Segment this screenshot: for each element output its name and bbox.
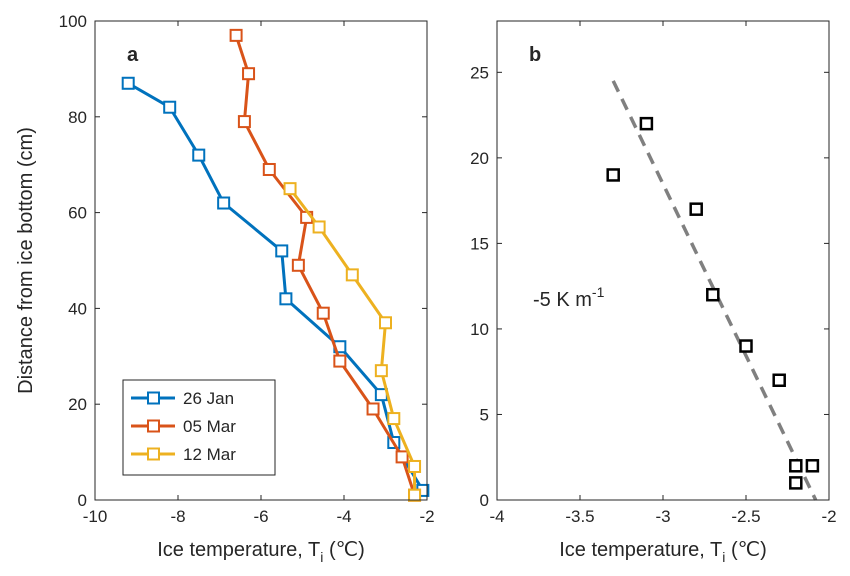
panel-a-x-axis-label: Ice temperature, Ti (℃) <box>157 539 365 565</box>
panel-b-label: b <box>529 44 541 66</box>
panel-a-y-axis-label: Distance from ice bottom (cm) <box>15 127 37 394</box>
x-tick-label: -10 <box>83 507 108 526</box>
data-point-05-mar <box>237 115 251 129</box>
x-tick-label: -4 <box>489 507 504 526</box>
data-point-05-mar <box>366 402 380 416</box>
y-tick-label: 5 <box>480 405 489 424</box>
fit-line <box>611 80 818 501</box>
y-tick-label: 15 <box>470 234 489 253</box>
y-tick-label: 60 <box>68 204 87 223</box>
y-tick-label: 0 <box>78 491 87 510</box>
legend: 26 Jan 05 Mar 12 Mar <box>122 379 276 476</box>
x-tick-label: -2.5 <box>731 507 760 526</box>
data-point-26-jan <box>217 196 231 210</box>
data-point-data <box>739 339 753 353</box>
y-tick-label: 20 <box>470 149 489 168</box>
legend-label: 26 Jan <box>183 389 234 408</box>
x-tick-label: -2 <box>419 507 434 526</box>
data-point-data <box>606 168 620 182</box>
panel-b-ticks: -4 -3.5 -3 -2.5 -2 0 5 10 15 20 25 <box>470 21 837 526</box>
data-point-26-jan <box>192 148 206 162</box>
panel-a-plot-area <box>121 28 430 502</box>
data-point-12-mar <box>379 316 392 330</box>
data-point-12-mar <box>408 459 422 473</box>
data-point-05-mar <box>316 306 330 320</box>
data-point-data <box>805 459 820 473</box>
y-tick-label: 80 <box>68 108 87 127</box>
y-tick-label: 40 <box>68 299 87 318</box>
data-point-26-jan <box>279 292 293 306</box>
data-point-05-mar <box>291 258 305 272</box>
data-point-26-jan <box>275 244 289 258</box>
y-tick-label: 0 <box>480 491 489 510</box>
data-point-26-jan <box>121 76 135 90</box>
panel-a-ticks: -10 -8 -6 -4 -2 0 20 40 60 80 100 <box>59 12 435 526</box>
legend-label: 05 Mar <box>183 417 236 436</box>
data-point-data <box>789 476 803 490</box>
data-point-05-mar <box>229 28 243 42</box>
panel-b-plot-area <box>606 80 820 501</box>
x-tick-label: -3 <box>655 507 670 526</box>
legend-marker <box>147 447 160 461</box>
series-line-12-mar <box>288 187 417 496</box>
data-point-26-jan <box>163 100 177 114</box>
legend-marker <box>147 391 160 405</box>
data-point-05-mar <box>333 354 347 368</box>
data-point-12-mar <box>387 412 401 426</box>
x-tick-label: -3.5 <box>565 507 594 526</box>
panel-a: -10 -8 -6 -4 -2 0 20 40 60 80 100 a Ice temperatur… <box>15 12 435 565</box>
data-point-12-mar <box>345 268 359 282</box>
data-point-12-mar <box>374 364 388 378</box>
y-tick-label: 20 <box>68 395 87 414</box>
data-point-12-mar <box>408 488 422 502</box>
x-tick-label: -8 <box>170 507 185 526</box>
x-tick-label: -6 <box>253 507 268 526</box>
data-point-05-mar <box>242 67 256 81</box>
panel-b-x-axis-label: Ice temperature, Ti (℃) <box>559 539 767 565</box>
data-point-12-mar <box>312 220 326 234</box>
y-tick-label: 10 <box>470 320 489 339</box>
data-point-05-mar <box>395 450 409 464</box>
data-point-data <box>689 202 703 216</box>
data-point-data <box>706 287 720 302</box>
legend-marker <box>147 419 160 433</box>
data-point-12-mar <box>283 182 297 196</box>
data-point-data <box>639 116 654 131</box>
y-tick-label: 25 <box>470 63 489 82</box>
data-point-data <box>789 459 803 473</box>
gradient-annotation: -5 K m-1 <box>533 284 605 311</box>
x-tick-label: -2 <box>821 507 836 526</box>
data-point-05-mar <box>262 162 276 176</box>
legend-label: 12 Mar <box>183 445 236 464</box>
panel-b: -4 -3.5 -3 -2.5 -2 0 5 10 15 20 25 b Ice temperatu… <box>470 20 837 565</box>
x-tick-label: -4 <box>336 507 351 526</box>
panel-a-label: a <box>127 44 139 66</box>
data-point-data <box>772 373 786 387</box>
y-tick-label: 100 <box>59 12 87 31</box>
